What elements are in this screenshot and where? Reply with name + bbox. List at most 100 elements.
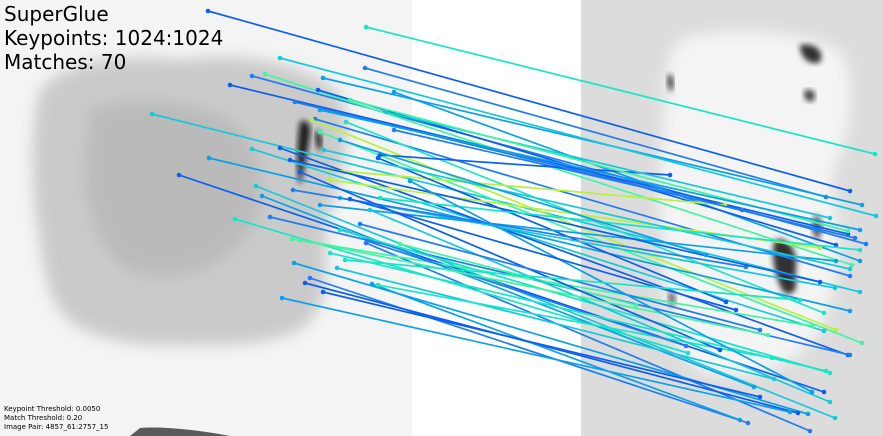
match-line [366, 240, 687, 347]
keypoint-marker [249, 73, 255, 79]
keypoint-marker [297, 237, 303, 243]
keypoint-marker [751, 384, 757, 390]
keypoint-marker [805, 411, 811, 417]
match-line [344, 259, 801, 301]
keypoint-marker [821, 310, 827, 316]
keypoint-marker [849, 262, 855, 268]
match-line [255, 185, 836, 419]
match-line [339, 229, 831, 374]
keypoint-marker [407, 178, 413, 184]
keypoint-marker [827, 370, 833, 376]
keypoint-marker [745, 420, 751, 426]
keypoint-marker [287, 157, 293, 163]
keypoint-marker [307, 275, 313, 281]
keypoint-marker [757, 394, 763, 400]
keypoint-marker [267, 214, 273, 220]
keypoint-marker [847, 273, 853, 279]
match-line [409, 180, 813, 393]
keypoint-marker [823, 368, 829, 374]
keypoint-marker [827, 215, 833, 221]
keypoint-threshold: Keypoint Threshold: 0.0050 [4, 405, 101, 413]
keypoint-marker [334, 265, 340, 271]
match-line [336, 267, 775, 380]
match-line [279, 147, 849, 356]
match-line [364, 67, 827, 198]
keypoint-marker [347, 97, 353, 103]
keypoint-marker [317, 202, 323, 208]
keypoint-marker [337, 227, 343, 233]
match-line [319, 131, 863, 344]
keypoint-marker [757, 327, 763, 333]
match-line [299, 239, 769, 336]
keypoint-marker [302, 280, 308, 286]
keypoint-marker [817, 279, 823, 285]
keypoint-marker [633, 302, 639, 308]
keypoint-marker [290, 187, 296, 193]
match-line [299, 171, 721, 351]
keypoint-marker [683, 343, 689, 349]
left-image [0, 0, 412, 436]
keypoint-marker [363, 24, 369, 30]
keypoint-marker [277, 55, 283, 61]
keypoint-marker [377, 195, 383, 201]
keypoint-marker [347, 196, 353, 202]
keypoint-marker [717, 347, 723, 353]
keypoint-marker [852, 235, 858, 241]
match-line [151, 113, 861, 293]
keypoint-marker [232, 216, 238, 222]
match-line [293, 262, 809, 415]
keypoint-marker [857, 289, 863, 295]
keypoint-marker [227, 82, 233, 88]
keypoint-marker [737, 417, 743, 423]
keypoint-marker [847, 266, 853, 272]
method-title: SuperGlue [4, 2, 109, 26]
match-line [207, 10, 851, 192]
keypoint-marker [857, 227, 863, 233]
match-line [329, 169, 726, 206]
keypoint-marker [309, 117, 315, 123]
keypoint-marker [391, 127, 397, 133]
keypoint-marker [863, 241, 869, 247]
keypoint-marker [832, 285, 838, 291]
keypoint-marker [259, 193, 265, 199]
match-line [261, 195, 755, 388]
keypoint-marker [859, 202, 865, 208]
image-pair: Image Pair: 4857_61:2757_15 [4, 423, 109, 431]
keypoint-marker [859, 340, 865, 346]
keypoint-marker [149, 111, 155, 117]
match-line [319, 109, 861, 231]
keypoint-marker [873, 213, 879, 219]
keypoint-marker [833, 258, 839, 264]
keypoint-marker [369, 281, 375, 287]
keypoint-marker [206, 155, 212, 161]
keypoint-marker [733, 307, 739, 313]
match-line [377, 284, 773, 359]
keypoint-marker [391, 89, 397, 95]
keypoint-marker [291, 260, 297, 266]
match-line [279, 57, 877, 217]
keypoint-marker [833, 242, 839, 248]
match-line [359, 223, 761, 331]
match-line [369, 209, 831, 403]
keypoint-marker [205, 8, 211, 14]
keypoint-marker [262, 71, 268, 77]
keypoint-marker [857, 258, 863, 264]
match-line [329, 252, 827, 372]
keypoint-marker [321, 147, 327, 153]
keypoint-marker [821, 389, 827, 395]
match-line [323, 149, 851, 270]
keypoint-marker [327, 250, 333, 256]
keypoint-marker [375, 282, 381, 288]
keypoint-marker [375, 155, 381, 161]
keypoint-marker [297, 169, 303, 175]
keypoint-marker [317, 129, 323, 135]
keypoint-marker [317, 107, 323, 113]
keypoint-marker [315, 87, 321, 93]
keypoint-marker [817, 245, 823, 251]
keypoint-marker [787, 409, 793, 415]
match-lines [149, 8, 879, 434]
keypoint-marker [342, 257, 348, 263]
matches-count: Matches: 70 [4, 50, 127, 74]
keypoint-marker [703, 252, 709, 258]
keypoint-marker [845, 228, 851, 234]
